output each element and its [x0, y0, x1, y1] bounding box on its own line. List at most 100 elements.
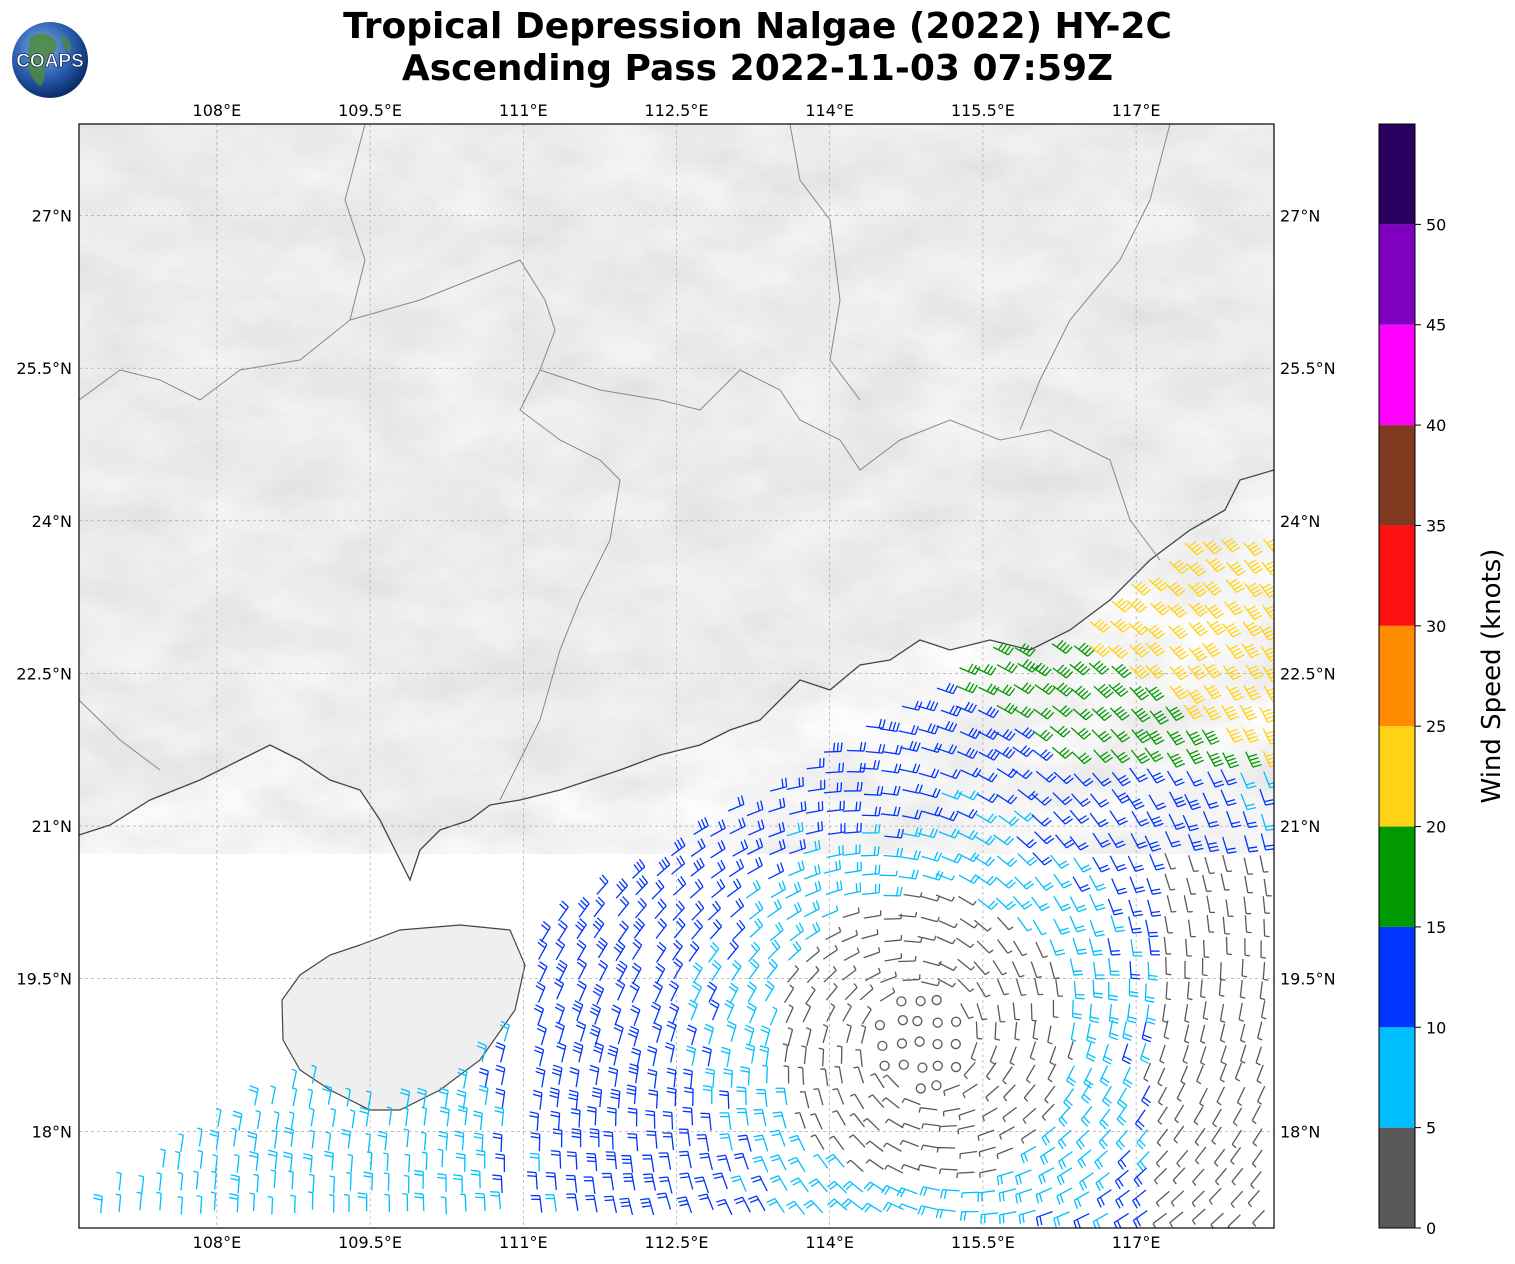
wind-barb	[917, 700, 939, 712]
wind-barb	[1058, 1106, 1071, 1127]
wind-barb	[1146, 811, 1164, 828]
wind-barb	[864, 967, 881, 982]
wind-barb	[1263, 878, 1272, 897]
wind-barb	[1259, 855, 1269, 873]
wind-barb	[550, 1150, 562, 1169]
wind-barb	[1186, 561, 1207, 577]
colorbar-tick-label: 10	[1426, 1018, 1446, 1037]
wind-barb	[1031, 793, 1052, 806]
wind-barb	[536, 1024, 547, 1046]
wind-barb	[1194, 1127, 1206, 1147]
wind-barb	[684, 1086, 694, 1107]
lat-label-right: 21°N	[1280, 817, 1320, 836]
wind-barb	[1199, 1024, 1206, 1044]
wind-barb	[807, 779, 826, 792]
wind-barb	[642, 1173, 657, 1191]
lon-label-top: 108°E	[193, 101, 242, 120]
wind-barb	[232, 1110, 243, 1131]
colorbar-bin	[1379, 1027, 1415, 1128]
wind-barb	[937, 978, 957, 988]
wind-barb	[530, 1132, 541, 1152]
wind-barb	[1252, 1128, 1263, 1147]
wind-barb	[825, 982, 838, 1001]
wind-barb	[836, 1045, 843, 1064]
wind-barb	[632, 858, 646, 879]
wind-barb	[1128, 899, 1143, 917]
lat-label-right: 22.5°N	[1280, 664, 1336, 683]
wind-barb	[618, 920, 629, 942]
wind-barb	[1117, 1087, 1127, 1109]
wind-barb	[1130, 749, 1150, 764]
wind-barb	[950, 1038, 961, 1050]
wind-barb	[868, 1094, 885, 1108]
wind-barb	[1225, 644, 1245, 660]
wind-barb	[769, 1006, 778, 1026]
wind-barb	[1204, 856, 1215, 875]
wind-barb	[824, 742, 843, 753]
wind-barb	[1047, 1063, 1057, 1083]
wind-barb	[1241, 958, 1248, 978]
wind-barb	[1166, 752, 1185, 768]
wind-barb	[842, 801, 862, 812]
wind-barb	[307, 1088, 314, 1108]
wind-barb	[1012, 745, 1034, 758]
wind-barb	[1146, 768, 1166, 784]
wind-barb	[794, 1111, 806, 1129]
wind-barb	[805, 801, 824, 814]
wind-barb	[729, 817, 746, 835]
wind-barb	[1202, 792, 1219, 809]
wind-barb	[1089, 1003, 1100, 1024]
wind-barb	[996, 661, 1018, 674]
wind-barb	[825, 762, 845, 774]
wind-barb	[557, 920, 568, 942]
wind-barb	[1034, 876, 1054, 891]
wind-barb	[1204, 604, 1224, 619]
wind-barb	[917, 1062, 928, 1073]
wind-barb	[1020, 1145, 1037, 1164]
wind-barb	[267, 1195, 274, 1215]
wind-barb	[452, 1174, 463, 1193]
wind-barb	[685, 1045, 697, 1066]
wind-barb	[810, 1113, 823, 1130]
wind-barb	[1092, 772, 1112, 787]
wind-barb	[957, 978, 975, 993]
wind-barb	[177, 1171, 184, 1191]
wind-barb	[1130, 707, 1151, 723]
wind-barb	[997, 939, 1013, 954]
wind-barb	[1164, 852, 1176, 870]
wind-barb	[707, 900, 722, 921]
lat-label-right: 27°N	[1280, 207, 1320, 226]
wind-barb	[749, 900, 764, 920]
wind-barb	[1192, 1168, 1205, 1186]
lon-label-top: 114°E	[805, 101, 854, 120]
wind-barb	[957, 790, 979, 801]
wind-barb	[697, 1193, 714, 1211]
lon-label-top: 109.5°E	[338, 101, 402, 120]
wind-barb	[693, 817, 709, 836]
wind-barb	[1256, 1064, 1264, 1084]
wind-barb	[1141, 1085, 1152, 1107]
wind-barb	[690, 838, 706, 857]
wind-barb	[1093, 961, 1105, 980]
wind-barb	[879, 1060, 890, 1071]
wind-barb	[1206, 895, 1215, 914]
wind-barb	[654, 898, 667, 920]
wind-barb	[997, 1004, 1006, 1023]
wind-barb	[1089, 812, 1109, 828]
wind-barb	[1009, 1046, 1017, 1066]
wind-barb	[1089, 642, 1111, 658]
wind-barb	[489, 1191, 502, 1210]
wind-barb	[1224, 601, 1244, 616]
colorbar: 0 5 10 15 20 25 30 35 40 45 50 Wind Speed (knots)	[1378, 123, 1507, 1238]
lon-label-bottom: 112.5°E	[645, 1233, 709, 1252]
wind-barb	[775, 1087, 788, 1106]
wind-barb	[756, 1088, 768, 1107]
wind-barb	[727, 939, 739, 960]
wind-barb	[601, 1172, 615, 1191]
wind-barb	[438, 1087, 449, 1108]
wind-barb	[1222, 623, 1242, 638]
wind-barb	[672, 900, 685, 921]
wind-barb	[229, 1193, 239, 1213]
wind-barb	[901, 1097, 921, 1106]
wind-barb	[1109, 810, 1128, 826]
